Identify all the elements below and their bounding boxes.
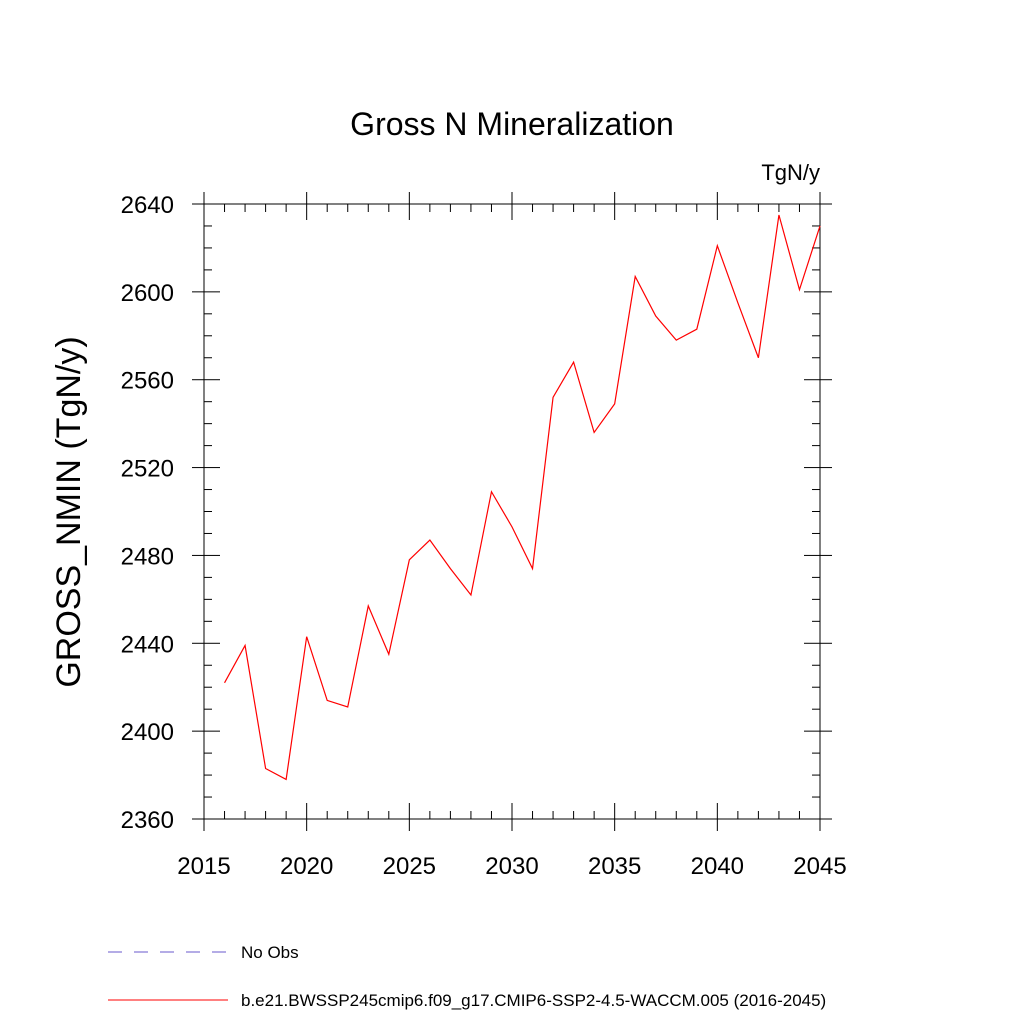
x-tick-label: 2030: [485, 853, 538, 880]
x-tick-label: 2035: [588, 853, 641, 880]
x-tick-label: 2025: [383, 853, 436, 880]
plot-frame: [203, 203, 821, 820]
chart-title: Gross N Mineralization: [350, 106, 674, 142]
y-tick-label: 2440: [121, 631, 174, 658]
y-tick-label: 2480: [121, 543, 174, 570]
y-tick-label: 2640: [121, 192, 174, 219]
y-tick-label: 2400: [121, 719, 174, 746]
y-tick-label: 2360: [121, 807, 174, 834]
y-tick-label: 2600: [121, 280, 174, 307]
y-tick-label: 2520: [121, 456, 174, 483]
legend-label: No Obs: [241, 943, 299, 962]
series-line: [224, 214, 821, 781]
x-tick-label: 2040: [691, 853, 744, 880]
y-axis-label: GROSS_NMIN (TgN/y): [50, 336, 88, 687]
x-tick-label: 2015: [177, 853, 230, 880]
x-tick-label: 2045: [793, 853, 846, 880]
legend-label: b.e21.BWSSP245cmip6.f09_g17.CMIP6-SSP2-4…: [241, 991, 826, 1010]
y-tick-label: 2560: [121, 368, 174, 395]
units-label: TgN/y: [761, 160, 820, 185]
x-tick-label: 2020: [280, 853, 333, 880]
